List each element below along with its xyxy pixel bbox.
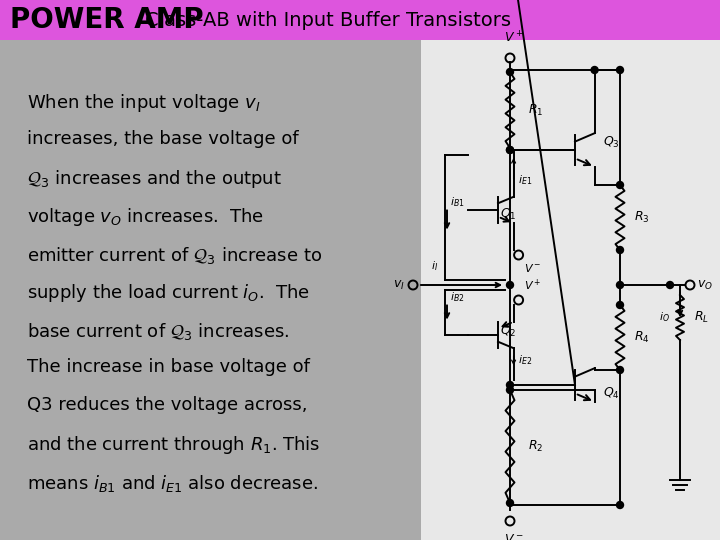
Text: $i_{E2}$: $i_{E2}$ — [518, 353, 532, 367]
Text: increases, the base voltage of: increases, the base voltage of — [27, 131, 299, 149]
Text: $Q_1$: $Q_1$ — [500, 206, 516, 221]
Text: $R_1$: $R_1$ — [528, 103, 544, 118]
Bar — [0, 40, 421, 540]
Bar — [421, 40, 720, 540]
Circle shape — [667, 281, 673, 288]
Circle shape — [616, 301, 624, 308]
Text: $V^+$: $V^+$ — [504, 31, 523, 46]
Circle shape — [616, 66, 624, 73]
Circle shape — [506, 146, 513, 153]
Text: $R_3$: $R_3$ — [634, 210, 649, 225]
Circle shape — [506, 146, 513, 153]
Circle shape — [591, 66, 598, 73]
Text: emitter current of $\mathcal{Q}_3$ increase to: emitter current of $\mathcal{Q}_3$ incre… — [27, 245, 323, 266]
Text: $i_{B2}$: $i_{B2}$ — [450, 291, 464, 305]
Circle shape — [616, 281, 624, 288]
Circle shape — [506, 500, 513, 507]
Text: Q3 reduces the voltage across,: Q3 reduces the voltage across, — [27, 396, 308, 415]
Text: $i_I$: $i_I$ — [431, 259, 438, 273]
Bar — [0, 0, 720, 40]
Text: $i_{B1}$: $i_{B1}$ — [450, 195, 464, 210]
Text: $Q_3$: $Q_3$ — [603, 134, 619, 150]
Text: means $i_{B1}$ and $i_{E1}$ also decrease.: means $i_{B1}$ and $i_{E1}$ also decreas… — [27, 472, 318, 494]
Text: When the input voltage $v_I$: When the input voltage $v_I$ — [27, 92, 261, 114]
Circle shape — [616, 246, 624, 253]
Circle shape — [506, 381, 513, 388]
Circle shape — [616, 181, 624, 188]
Circle shape — [506, 387, 513, 394]
Circle shape — [616, 502, 624, 509]
Text: supply the load current $i_O$.  The: supply the load current $i_O$. The — [27, 282, 310, 305]
Text: $v_O$: $v_O$ — [697, 279, 713, 292]
Text: $R_2$: $R_2$ — [528, 439, 544, 454]
Text: $R_L$: $R_L$ — [694, 309, 709, 325]
Circle shape — [506, 69, 513, 76]
Text: $R_4$: $R_4$ — [634, 330, 649, 345]
Text: $i_{E1}$: $i_{E1}$ — [518, 173, 532, 187]
Text: POWER AMP: POWER AMP — [10, 6, 204, 34]
Circle shape — [506, 281, 513, 288]
Text: base current of $\mathcal{Q}_3$ increases.: base current of $\mathcal{Q}_3$ increase… — [27, 321, 289, 341]
Text: $\mathcal{Q}_3$ increases and the output: $\mathcal{Q}_3$ increases and the output — [27, 168, 282, 191]
Text: $V^-$: $V^-$ — [504, 533, 523, 540]
Text: The increase in base voltage of: The increase in base voltage of — [27, 359, 310, 376]
Circle shape — [616, 367, 624, 374]
Text: $V^+$: $V^+$ — [523, 278, 541, 293]
Text: Class-AB with Input Buffer Transistors: Class-AB with Input Buffer Transistors — [145, 10, 511, 30]
Text: $Q_4$: $Q_4$ — [603, 386, 619, 401]
Text: voltage $v_O$ increases.  The: voltage $v_O$ increases. The — [27, 206, 264, 228]
Text: and the current through $R_1$. This: and the current through $R_1$. This — [27, 435, 320, 456]
Text: $i_O$: $i_O$ — [659, 310, 670, 324]
Text: $V^-$: $V^-$ — [523, 262, 541, 274]
Text: $v_I$: $v_I$ — [393, 279, 405, 292]
Text: $Q_2$: $Q_2$ — [500, 323, 516, 339]
